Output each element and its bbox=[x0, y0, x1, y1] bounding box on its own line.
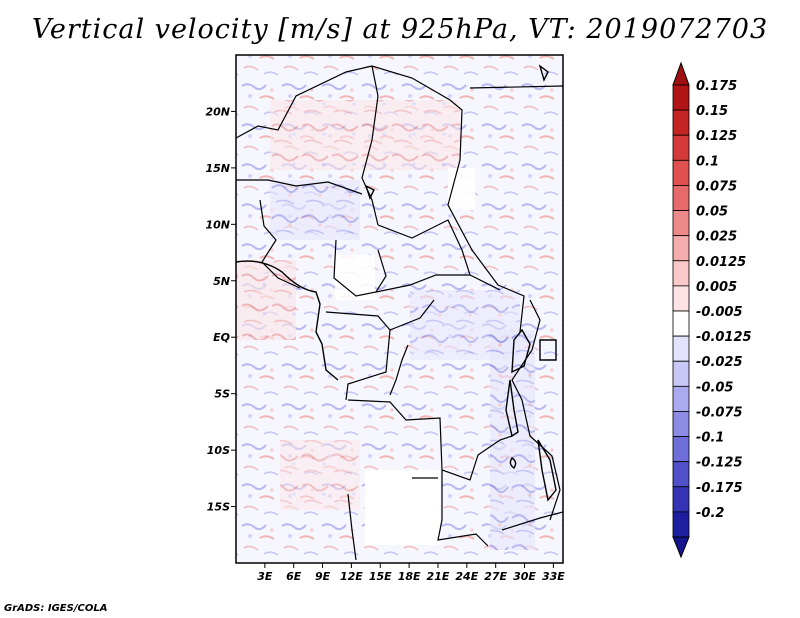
longitude-axis: 3E 6E 9E 12E 15E 18E 21E 24E 27E 30E 33E bbox=[257, 563, 565, 583]
colorbar-label: -0.175 bbox=[696, 481, 743, 496]
lon-tick-label: 15E bbox=[369, 570, 392, 583]
lat-tick-label: 5S bbox=[214, 388, 230, 401]
lon-tick-label: 6E bbox=[286, 570, 302, 583]
coastlines bbox=[236, 64, 557, 502]
colorbar-swatch bbox=[672, 486, 690, 513]
colorbar-label: 0.125 bbox=[696, 129, 737, 144]
colorbar-label: -0.1 bbox=[696, 431, 724, 446]
country-boundaries bbox=[236, 65, 563, 561]
colorbar-label: 0.0125 bbox=[696, 255, 746, 270]
field-patch-south bbox=[280, 440, 360, 510]
colorbar-swatch bbox=[672, 109, 690, 136]
colorbar: 0.175 0.15 0.125 0.1 0.075 0.05 0.025 0.0125 0.0… bbox=[672, 61, 752, 559]
colorbar-label: -0.05 bbox=[696, 380, 733, 395]
lon-tick-label: 9E bbox=[315, 570, 331, 583]
lon-tick-label: 3E bbox=[257, 570, 273, 583]
colorbar-swatch bbox=[672, 310, 690, 337]
colorbar-label: -0.005 bbox=[696, 305, 743, 320]
lat-tick-label: 15N bbox=[205, 162, 230, 175]
colorbar-swatch bbox=[672, 335, 690, 362]
field-patch-west bbox=[270, 180, 360, 240]
colorbar-swatch bbox=[672, 411, 690, 437]
map-panel bbox=[236, 55, 563, 563]
colorbar-label: -0.075 bbox=[696, 405, 743, 420]
colorbar-swatch bbox=[672, 260, 690, 287]
field-patch-gulf bbox=[236, 260, 296, 340]
colorbar-label: 0.005 bbox=[696, 280, 737, 295]
colorbar-swatch bbox=[672, 210, 690, 237]
lon-tick-label: 12E bbox=[340, 570, 363, 583]
colorbar-swatch bbox=[672, 159, 690, 186]
lon-tick-label: 18E bbox=[398, 570, 421, 583]
lat-tick-label: 15S bbox=[207, 501, 230, 514]
colorbar-swatch bbox=[672, 360, 690, 387]
colorbar-swatch bbox=[672, 385, 690, 412]
colorbar-label: 0.1 bbox=[696, 154, 719, 169]
lat-tick-label: 10S bbox=[207, 444, 230, 457]
lat-tick-label: EQ bbox=[213, 331, 230, 344]
lon-tick-label: 27E bbox=[484, 570, 507, 583]
colorbar-swatch bbox=[672, 511, 690, 538]
colorbar-top-triangle bbox=[672, 61, 690, 86]
lat-tick-label: 20N bbox=[205, 105, 230, 118]
colorbar-swatch bbox=[672, 436, 690, 463]
colorbar-swatch bbox=[672, 84, 690, 111]
colorbar-label: 0.05 bbox=[696, 205, 728, 220]
colorbar-label: -0.2 bbox=[696, 506, 724, 521]
map-frame bbox=[235, 54, 564, 564]
lon-tick-label: 30E bbox=[513, 570, 536, 583]
lon-tick-label: 21E bbox=[427, 570, 450, 583]
colorbar-label: 0.175 bbox=[696, 79, 737, 94]
lat-tick-label: 5N bbox=[213, 275, 230, 288]
chart-title: Vertical velocity [m/s] at 925hPa, VT: 2… bbox=[31, 14, 769, 45]
colorbar-label: 0.15 bbox=[696, 104, 728, 119]
colorbar-label: 0.025 bbox=[696, 230, 737, 245]
colorbar-label: -0.025 bbox=[696, 355, 743, 370]
grads-credit: GrADS: IGES/COLA bbox=[4, 603, 108, 614]
colorbar-swatch bbox=[672, 134, 690, 161]
colorbar-swatch bbox=[672, 285, 690, 312]
calm-area-south bbox=[365, 470, 440, 545]
latitude-axis: 20N 15N 10N 5N EQ 5S 10S 15S bbox=[205, 105, 236, 514]
colorbar-label: 0.075 bbox=[696, 179, 737, 194]
calm-area-north bbox=[335, 255, 375, 300]
colorbar-swatch bbox=[672, 235, 690, 262]
field-patch-north bbox=[270, 100, 460, 170]
colorbar-swatch bbox=[672, 185, 690, 211]
lon-tick-label: 33E bbox=[542, 570, 565, 583]
colorbar-label: -0.0125 bbox=[696, 330, 752, 345]
colorbar-bottom-triangle bbox=[672, 536, 690, 559]
colorbar-label: -0.125 bbox=[696, 456, 743, 471]
colorbar-swatch bbox=[672, 461, 690, 488]
lat-tick-label: 10N bbox=[205, 218, 230, 231]
lon-tick-label: 24E bbox=[455, 570, 478, 583]
